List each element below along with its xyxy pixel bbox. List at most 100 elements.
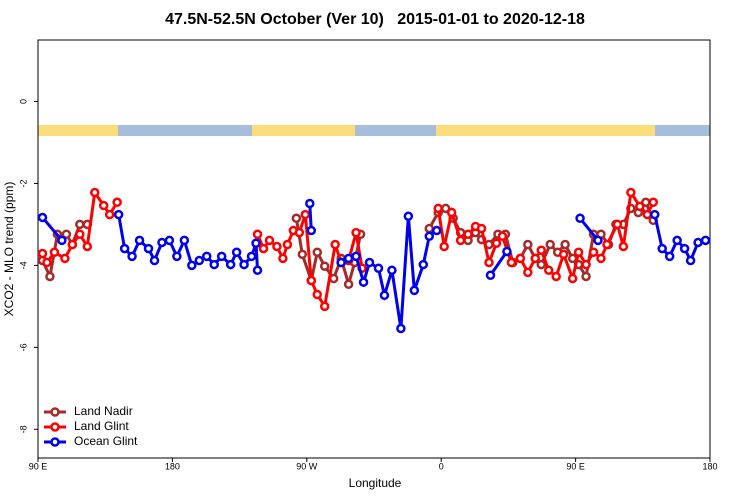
- data-point: [602, 239, 612, 250]
- legend-marker: [50, 407, 60, 417]
- data-point: [567, 273, 578, 284]
- data-point: [523, 267, 533, 278]
- data-point: [278, 253, 288, 264]
- data-point: [551, 271, 561, 282]
- data-point: [463, 229, 473, 239]
- x-tick-label: 90 E: [566, 461, 585, 471]
- data-point: [424, 223, 435, 234]
- data-point: [209, 259, 219, 270]
- y-axis-title: XCO2 - MLO trend (ppm): [2, 182, 16, 317]
- data-point: [560, 239, 570, 250]
- data-point: [61, 229, 72, 239]
- ocean-band: [38, 125, 710, 136]
- data-point: [642, 209, 653, 220]
- data-point: [396, 323, 406, 334]
- data-point: [172, 251, 182, 262]
- data-point: [330, 239, 340, 250]
- data-point: [358, 277, 369, 287]
- data-point: [433, 203, 443, 214]
- data-point: [497, 231, 508, 242]
- data-point: [98, 200, 109, 211]
- data-point: [700, 235, 711, 246]
- legend-text: Land Nadir: [74, 404, 133, 418]
- x-tick-label: 90 E: [29, 461, 48, 471]
- x-tick-label: 90 W: [296, 461, 318, 471]
- data-point: [502, 246, 512, 257]
- series-line: [41, 203, 706, 329]
- land-ocean-strip: [38, 125, 710, 136]
- data-point: [455, 235, 466, 246]
- plot-frame: [37, 39, 711, 459]
- data-point: [626, 187, 636, 198]
- data-point: [157, 237, 167, 248]
- data-point: [648, 197, 659, 208]
- data-point: [49, 247, 60, 258]
- data-point: [446, 207, 457, 218]
- data-point: [300, 209, 311, 220]
- data-point: [149, 255, 160, 266]
- y-tick-label: -4: [18, 261, 28, 269]
- x-axis-title: Longitude: [349, 476, 402, 490]
- data-point: [312, 247, 323, 258]
- data-point: [491, 238, 502, 249]
- data-point: [373, 263, 384, 274]
- data-point: [194, 255, 205, 266]
- data-point: [364, 257, 375, 268]
- data-point: [506, 257, 517, 268]
- data-point: [515, 253, 526, 264]
- y-tick-label: 0: [18, 99, 28, 104]
- data-point: [530, 253, 541, 264]
- data-point: [134, 235, 145, 246]
- data-point: [523, 239, 533, 250]
- data-point: [351, 227, 361, 238]
- data-point: [409, 285, 420, 296]
- data-point: [291, 213, 302, 224]
- data-point: [225, 259, 236, 270]
- data-point: [57, 235, 67, 246]
- data-point: [685, 255, 696, 266]
- data-point: [67, 239, 78, 250]
- data-point: [618, 241, 629, 252]
- data-point: [536, 245, 547, 255]
- data-point: [143, 243, 154, 254]
- data-point: [431, 225, 442, 236]
- legend-marker: [50, 437, 60, 447]
- land-band: [436, 125, 655, 136]
- data-point: [484, 257, 494, 268]
- y-tick-label: -2: [18, 179, 28, 187]
- data-point: [37, 248, 48, 259]
- data-point: [187, 260, 197, 271]
- data-point: [239, 259, 249, 270]
- chart-title: 47.5N-52.5N October (Ver 10) 2015-01-01 …: [165, 11, 585, 28]
- data-point: [75, 219, 85, 230]
- data-point: [679, 243, 690, 254]
- data-point: [252, 265, 263, 276]
- data-point: [657, 243, 667, 254]
- data-point: [612, 219, 623, 230]
- data-point: [558, 249, 569, 260]
- data-point: [282, 239, 293, 250]
- data-point: [297, 249, 308, 260]
- legend-text: Land Glint: [74, 419, 129, 433]
- data-point: [543, 265, 554, 276]
- data-point: [485, 270, 496, 280]
- data-point: [343, 253, 354, 264]
- data-point: [573, 247, 584, 258]
- data-point: [672, 235, 682, 246]
- data-point: [312, 289, 323, 300]
- data-point: [351, 251, 361, 262]
- data-point: [60, 253, 70, 264]
- data-point: [635, 201, 645, 212]
- data-point: [119, 243, 130, 254]
- data-point: [649, 209, 660, 220]
- data-point: [593, 235, 603, 246]
- data-point: [439, 241, 449, 252]
- data-point: [264, 235, 275, 246]
- data-point: [536, 259, 547, 270]
- data-point: [306, 225, 317, 236]
- x-tick-label: 0: [439, 461, 444, 471]
- data-point: [258, 243, 269, 254]
- data-point: [42, 257, 52, 268]
- data-point: [319, 261, 330, 271]
